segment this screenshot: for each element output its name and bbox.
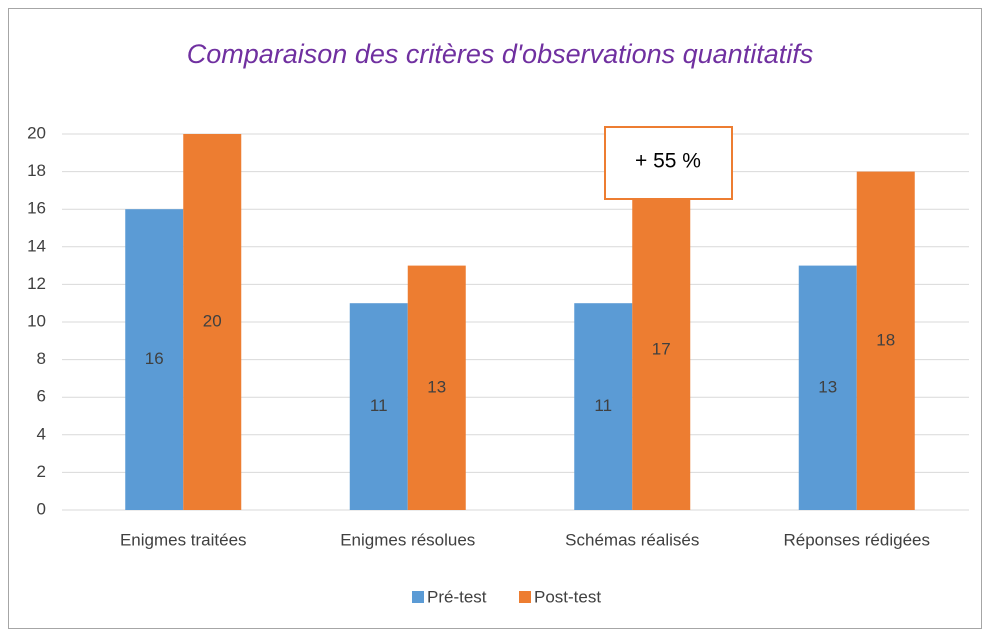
legend-label: Post-test — [534, 587, 601, 606]
y-tick-label: 18 — [27, 161, 46, 180]
y-tick-label: 20 — [27, 123, 46, 142]
y-tick-label: 2 — [37, 462, 46, 481]
y-tick-label: 10 — [27, 311, 46, 330]
legend-swatch — [412, 591, 424, 603]
bar — [183, 134, 242, 510]
legend-swatch — [519, 591, 531, 603]
annotation-box — [604, 126, 733, 200]
y-tick-label: 0 — [37, 499, 46, 518]
bar — [125, 209, 184, 510]
bar — [574, 303, 633, 510]
bar — [349, 303, 408, 510]
bar — [856, 171, 915, 510]
data-label: 11 — [594, 396, 612, 415]
y-tick-label: 14 — [27, 236, 46, 255]
x-tick-label: Réponses rédigées — [784, 530, 930, 549]
x-tick-label: Enigmes traitées — [120, 530, 247, 549]
annotation: + 55 % — [635, 150, 701, 173]
data-label: 16 — [145, 349, 164, 368]
data-label: 11 — [370, 396, 388, 415]
data-label: 20 — [203, 311, 222, 330]
bar — [798, 265, 857, 510]
bar — [407, 265, 466, 510]
data-label: 17 — [652, 340, 671, 359]
data-label: 13 — [818, 377, 837, 396]
y-tick-label: 12 — [27, 274, 46, 293]
y-tick-label: 6 — [37, 387, 46, 406]
chart-title: Comparaison des critères d'observations … — [187, 39, 813, 69]
x-tick-label: Schémas réalisés — [565, 530, 699, 549]
y-tick-label: 8 — [37, 349, 46, 368]
legend-label: Pré-test — [427, 587, 487, 606]
bar — [632, 190, 691, 510]
x-tick-label: Enigmes résolues — [340, 530, 475, 549]
y-tick-label: 4 — [37, 424, 46, 443]
data-label: 13 — [427, 377, 446, 396]
y-tick-label: 16 — [27, 199, 46, 218]
data-label: 18 — [876, 330, 895, 349]
